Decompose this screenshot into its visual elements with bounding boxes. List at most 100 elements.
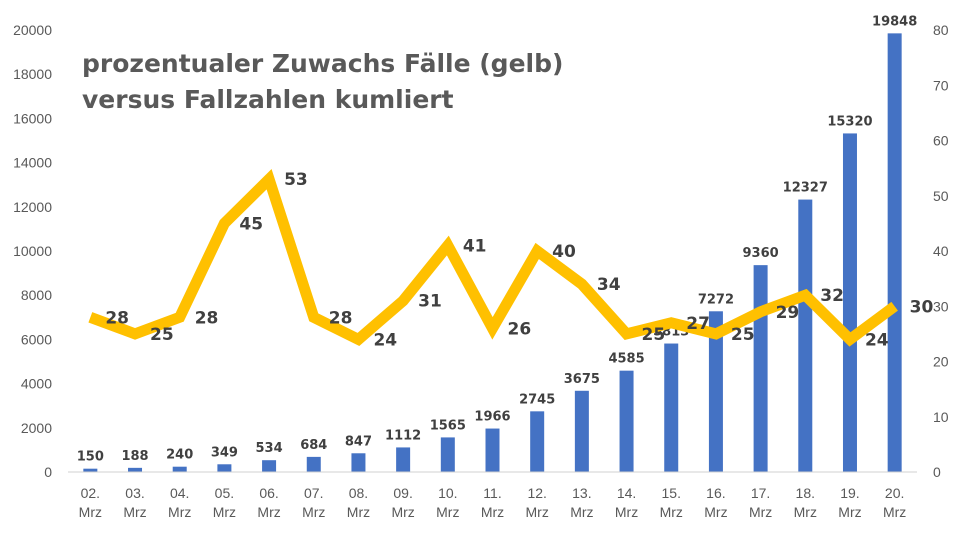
bar-data-label: 9360 [743, 246, 779, 261]
bar [574, 390, 589, 472]
bar-data-label: 684 [300, 438, 327, 453]
x-tick-label-month: Mrz [436, 504, 459, 520]
y-right-tick-label: 60 [933, 133, 949, 149]
x-tick-label-day: 15. [662, 485, 681, 501]
bar-data-label: 150 [77, 450, 104, 465]
x-tick-label-month: Mrz [749, 504, 772, 520]
x-tick-label-month: Mrz [391, 504, 414, 520]
x-tick-label-month: Mrz [123, 504, 146, 520]
y-left-tick-label: 10000 [13, 243, 52, 259]
line-data-label: 31 [418, 292, 442, 312]
x-tick-label-month: Mrz [526, 504, 549, 520]
bar [217, 464, 232, 472]
chart-title-line-2: versus Fallzahlen kumliert [82, 85, 454, 114]
line-data-label: 24 [865, 330, 889, 350]
x-tick-label-day: 19. [840, 485, 859, 501]
line-data-label: 45 [239, 214, 263, 234]
bar [83, 468, 98, 472]
x-tick-label-month: Mrz [615, 504, 638, 520]
y-axis-right: 0 10 20 30 40 50 60 70 80 [933, 22, 949, 480]
bar [753, 265, 768, 472]
bar [262, 460, 277, 472]
bar [708, 311, 723, 472]
line-data-label: 25 [150, 325, 174, 345]
line-data-label: 29 [776, 303, 800, 323]
line-data-label: 53 [284, 170, 308, 190]
y-right-tick-label: 20 [933, 354, 949, 370]
y-right-tick-label: 50 [933, 188, 949, 204]
y-right-tick-label: 10 [933, 409, 949, 425]
bar-data-label: 188 [121, 449, 148, 464]
bar-data-label: 7272 [698, 292, 734, 307]
x-tick-label-day: 14. [617, 485, 636, 501]
line-data-label: 25 [642, 325, 666, 345]
line-data-label: 32 [820, 286, 844, 306]
bar-data-label: 15320 [827, 114, 872, 129]
x-tick-label-day: 20. [885, 485, 904, 501]
y-left-tick-label: 16000 [13, 110, 52, 126]
bar-data-label: 847 [345, 434, 372, 449]
y-axis-left: 0 2000 4000 6000 8000 10000 12000 14000 16000 180… [13, 22, 52, 480]
line-data-label: 28 [329, 308, 353, 328]
line-data-label: 41 [463, 236, 487, 256]
bar-data-label: 240 [166, 448, 193, 463]
x-tick-label-day: 04. [170, 485, 189, 501]
x-tick-label-month: Mrz [660, 504, 683, 520]
line-data-label: 34 [597, 275, 621, 295]
line-data-label: 26 [508, 319, 532, 339]
x-tick-label-day: 10. [438, 485, 457, 501]
bar-data-label: 4585 [608, 352, 644, 367]
bar-data-label: 534 [256, 441, 283, 456]
y-left-tick-label: 12000 [13, 199, 52, 215]
line-data-label: 25 [731, 325, 755, 345]
x-tick-label-day: 13. [572, 485, 591, 501]
bar-data-label: 1565 [430, 418, 466, 433]
line-data-label: 27 [686, 314, 710, 334]
x-tick-label-month: Mrz [704, 504, 727, 520]
x-tick-label-day: 09. [393, 485, 412, 501]
bar-data-label: 349 [211, 445, 238, 460]
x-tick-label-month: Mrz [883, 504, 906, 520]
bar [306, 456, 321, 472]
bar [619, 370, 634, 472]
line-data-label: 28 [105, 308, 129, 328]
bar [664, 343, 679, 472]
x-tick-label-month: Mrz [302, 504, 325, 520]
line-data-label: 30 [910, 297, 934, 317]
x-tick-label-day: 06. [259, 485, 278, 501]
x-tick-label-month: Mrz [347, 504, 370, 520]
x-tick-label-day: 05. [215, 485, 234, 501]
bar [842, 133, 857, 473]
y-left-tick-label: 6000 [21, 331, 52, 347]
bar-data-label: 2745 [519, 392, 555, 407]
chart-title-line-1: prozentualer Zuwachs Fälle (gelb) [82, 49, 564, 78]
chart-title: prozentualer Zuwachs Fälle (gelb) versus… [82, 46, 563, 118]
y-right-tick-label: 40 [933, 243, 949, 259]
bar [887, 33, 902, 473]
x-tick-label-day: 16. [706, 485, 725, 501]
x-axis: 02. Mrz 03. Mrz 04. Mrz 05. Mrz 06. Mrz 07. Mrz 08. M… [79, 485, 907, 520]
bar [485, 428, 500, 472]
bar-data-label: 1966 [474, 410, 510, 425]
y-left-tick-label: 0 [44, 464, 52, 480]
bar [798, 199, 813, 472]
y-left-tick-label: 20000 [13, 22, 52, 38]
x-tick-label-day: 12. [527, 485, 546, 501]
bar-series [83, 33, 902, 473]
x-tick-label-day: 03. [125, 485, 144, 501]
line-data-label: 28 [195, 308, 219, 328]
line-series [88, 168, 898, 347]
x-tick-label-month: Mrz [570, 504, 593, 520]
y-right-tick-label: 70 [933, 77, 949, 93]
x-tick-label-day: 17. [751, 485, 770, 501]
y-left-tick-label: 4000 [21, 376, 52, 392]
y-right-tick-label: 80 [933, 22, 949, 38]
bar-labels: 150 188 240 349 534 684 847 1112156519662745367… [77, 14, 918, 464]
bar-data-label: 12327 [783, 181, 828, 196]
y-left-tick-label: 18000 [13, 66, 52, 82]
bar [172, 466, 187, 472]
x-tick-label-day: 07. [304, 485, 323, 501]
bar [396, 447, 411, 472]
line-data-label: 24 [373, 330, 397, 350]
